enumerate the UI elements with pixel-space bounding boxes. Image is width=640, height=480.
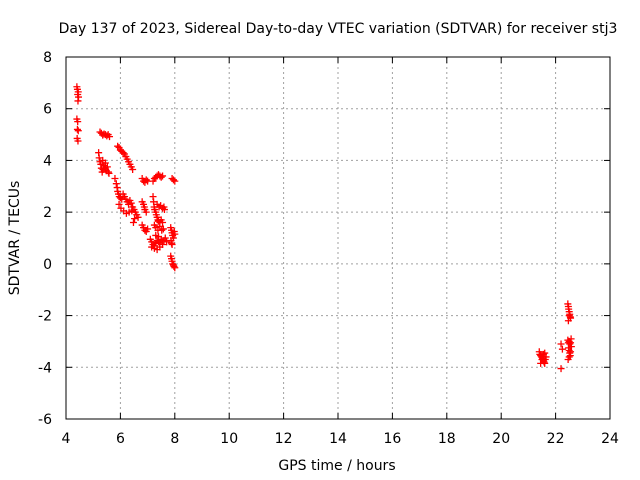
x-tick-label: 18 xyxy=(438,431,456,447)
x-tick-label: 24 xyxy=(601,431,619,447)
data-point xyxy=(105,169,113,177)
data-point xyxy=(558,345,566,353)
data-point xyxy=(116,194,124,202)
data-point xyxy=(129,165,137,173)
data-point xyxy=(158,226,166,234)
data-point xyxy=(111,175,119,183)
data-point xyxy=(128,207,136,215)
data-point xyxy=(103,163,111,171)
data-point xyxy=(171,177,179,185)
y-tick-label: 4 xyxy=(43,153,52,169)
x-tick-label: 4 xyxy=(62,431,71,447)
data-points xyxy=(73,83,575,373)
data-point xyxy=(101,159,109,167)
data-point xyxy=(168,240,176,248)
x-tick-label: 8 xyxy=(170,431,179,447)
data-point xyxy=(170,262,178,270)
y-tick-label: -6 xyxy=(38,412,52,428)
data-point xyxy=(163,238,171,246)
data-point xyxy=(159,218,167,226)
data-point xyxy=(112,180,120,188)
y-tick-label: 6 xyxy=(43,102,52,118)
data-point xyxy=(557,365,565,373)
x-tick-label: 12 xyxy=(275,431,293,447)
data-point xyxy=(567,343,575,351)
x-tick-label: 10 xyxy=(220,431,238,447)
x-tick-label: 16 xyxy=(383,431,401,447)
x-tick-label: 20 xyxy=(492,431,510,447)
data-point xyxy=(156,243,164,251)
data-point xyxy=(567,335,575,343)
y-axis-label: SDTVAR / TECUs xyxy=(7,181,23,296)
data-point xyxy=(129,218,137,226)
data-point xyxy=(564,356,572,364)
data-point xyxy=(161,234,169,242)
data-point xyxy=(142,208,150,216)
data-point xyxy=(119,149,127,157)
y-tick-label: 0 xyxy=(43,257,52,273)
x-axis-label: GPS time / hours xyxy=(278,458,395,474)
axis-ticks xyxy=(65,56,611,420)
data-point xyxy=(541,349,549,357)
data-point xyxy=(115,200,123,208)
data-point xyxy=(74,137,82,145)
data-point xyxy=(160,206,168,214)
data-point xyxy=(74,127,82,135)
data-point xyxy=(171,230,179,238)
data-point xyxy=(564,317,572,325)
data-point xyxy=(154,233,162,241)
data-point xyxy=(537,359,545,367)
data-point xyxy=(95,154,103,162)
data-point xyxy=(169,176,177,184)
data-point xyxy=(131,215,139,223)
y-tick-label: 8 xyxy=(43,50,52,66)
y-tick-label: 2 xyxy=(43,205,52,221)
data-point xyxy=(74,118,82,126)
data-point xyxy=(557,340,565,348)
data-point xyxy=(144,225,152,233)
data-point xyxy=(106,133,114,141)
x-tick-label: 14 xyxy=(329,431,347,447)
chart-title: Day 137 of 2023, Sidereal Day-to-day VTE… xyxy=(59,21,618,37)
x-tick-label: 22 xyxy=(547,431,565,447)
data-point xyxy=(539,350,547,358)
y-tick-label: -4 xyxy=(38,360,52,376)
x-tick-label: 6 xyxy=(116,431,125,447)
data-point xyxy=(156,222,164,230)
data-point xyxy=(565,312,573,320)
data-point xyxy=(114,142,122,150)
y-tick-label: -2 xyxy=(38,309,52,325)
data-point xyxy=(159,225,167,233)
data-point xyxy=(74,97,82,105)
data-point xyxy=(171,264,179,272)
data-point xyxy=(134,213,142,221)
data-point xyxy=(159,172,167,180)
data-point xyxy=(567,348,575,356)
data-point xyxy=(142,176,150,184)
data-point xyxy=(157,173,165,181)
data-point xyxy=(127,199,135,207)
data-point xyxy=(73,125,81,133)
